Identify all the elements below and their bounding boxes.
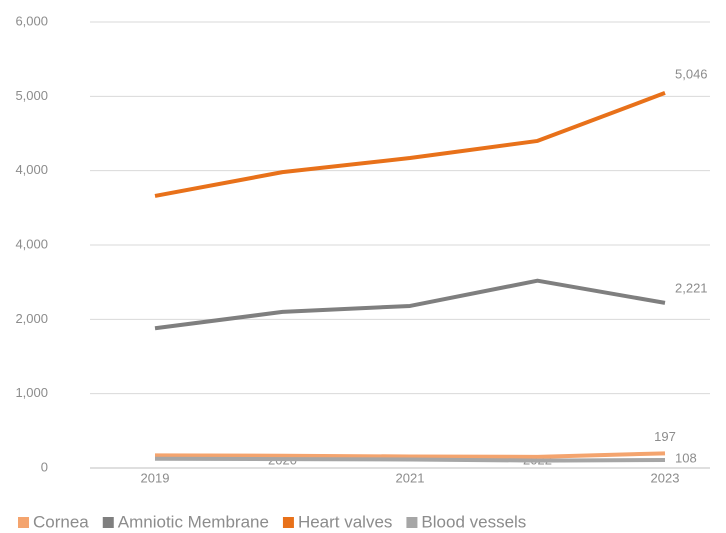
y-tick-label: 2,000 [15,311,48,326]
x-tick-label: 2023 [651,470,680,485]
series-line [154,278,666,331]
y-tick-label: 5,000 [15,88,48,103]
data-label: 197 [654,429,676,444]
legend-label: Amniotic Membrane [118,512,269,531]
legend-label: Cornea [33,512,89,531]
y-tick-label: 1,000 [15,385,48,400]
legend-swatch [406,517,418,528]
x-tick-label: 2019 [141,470,170,485]
series-line [154,91,666,198]
legend-label: Blood vessels [421,512,526,531]
y-tick-label: 4,000 [15,236,48,251]
legend-label: Heart valves [298,512,392,531]
series-line [154,456,666,463]
y-tick-label: 6,000 [15,13,48,28]
data-label: 108 [675,450,697,465]
y-tick-label: 0 [41,459,48,474]
legend-swatch [282,517,294,528]
data-label: 2,221 [675,280,708,295]
data-label: 5,046 [675,66,708,81]
legend-swatch [102,517,114,528]
series-line [154,451,666,459]
x-tick-label: 2021 [396,470,425,485]
legend-swatch [18,517,29,528]
y-tick-label: 4,000 [15,162,48,177]
